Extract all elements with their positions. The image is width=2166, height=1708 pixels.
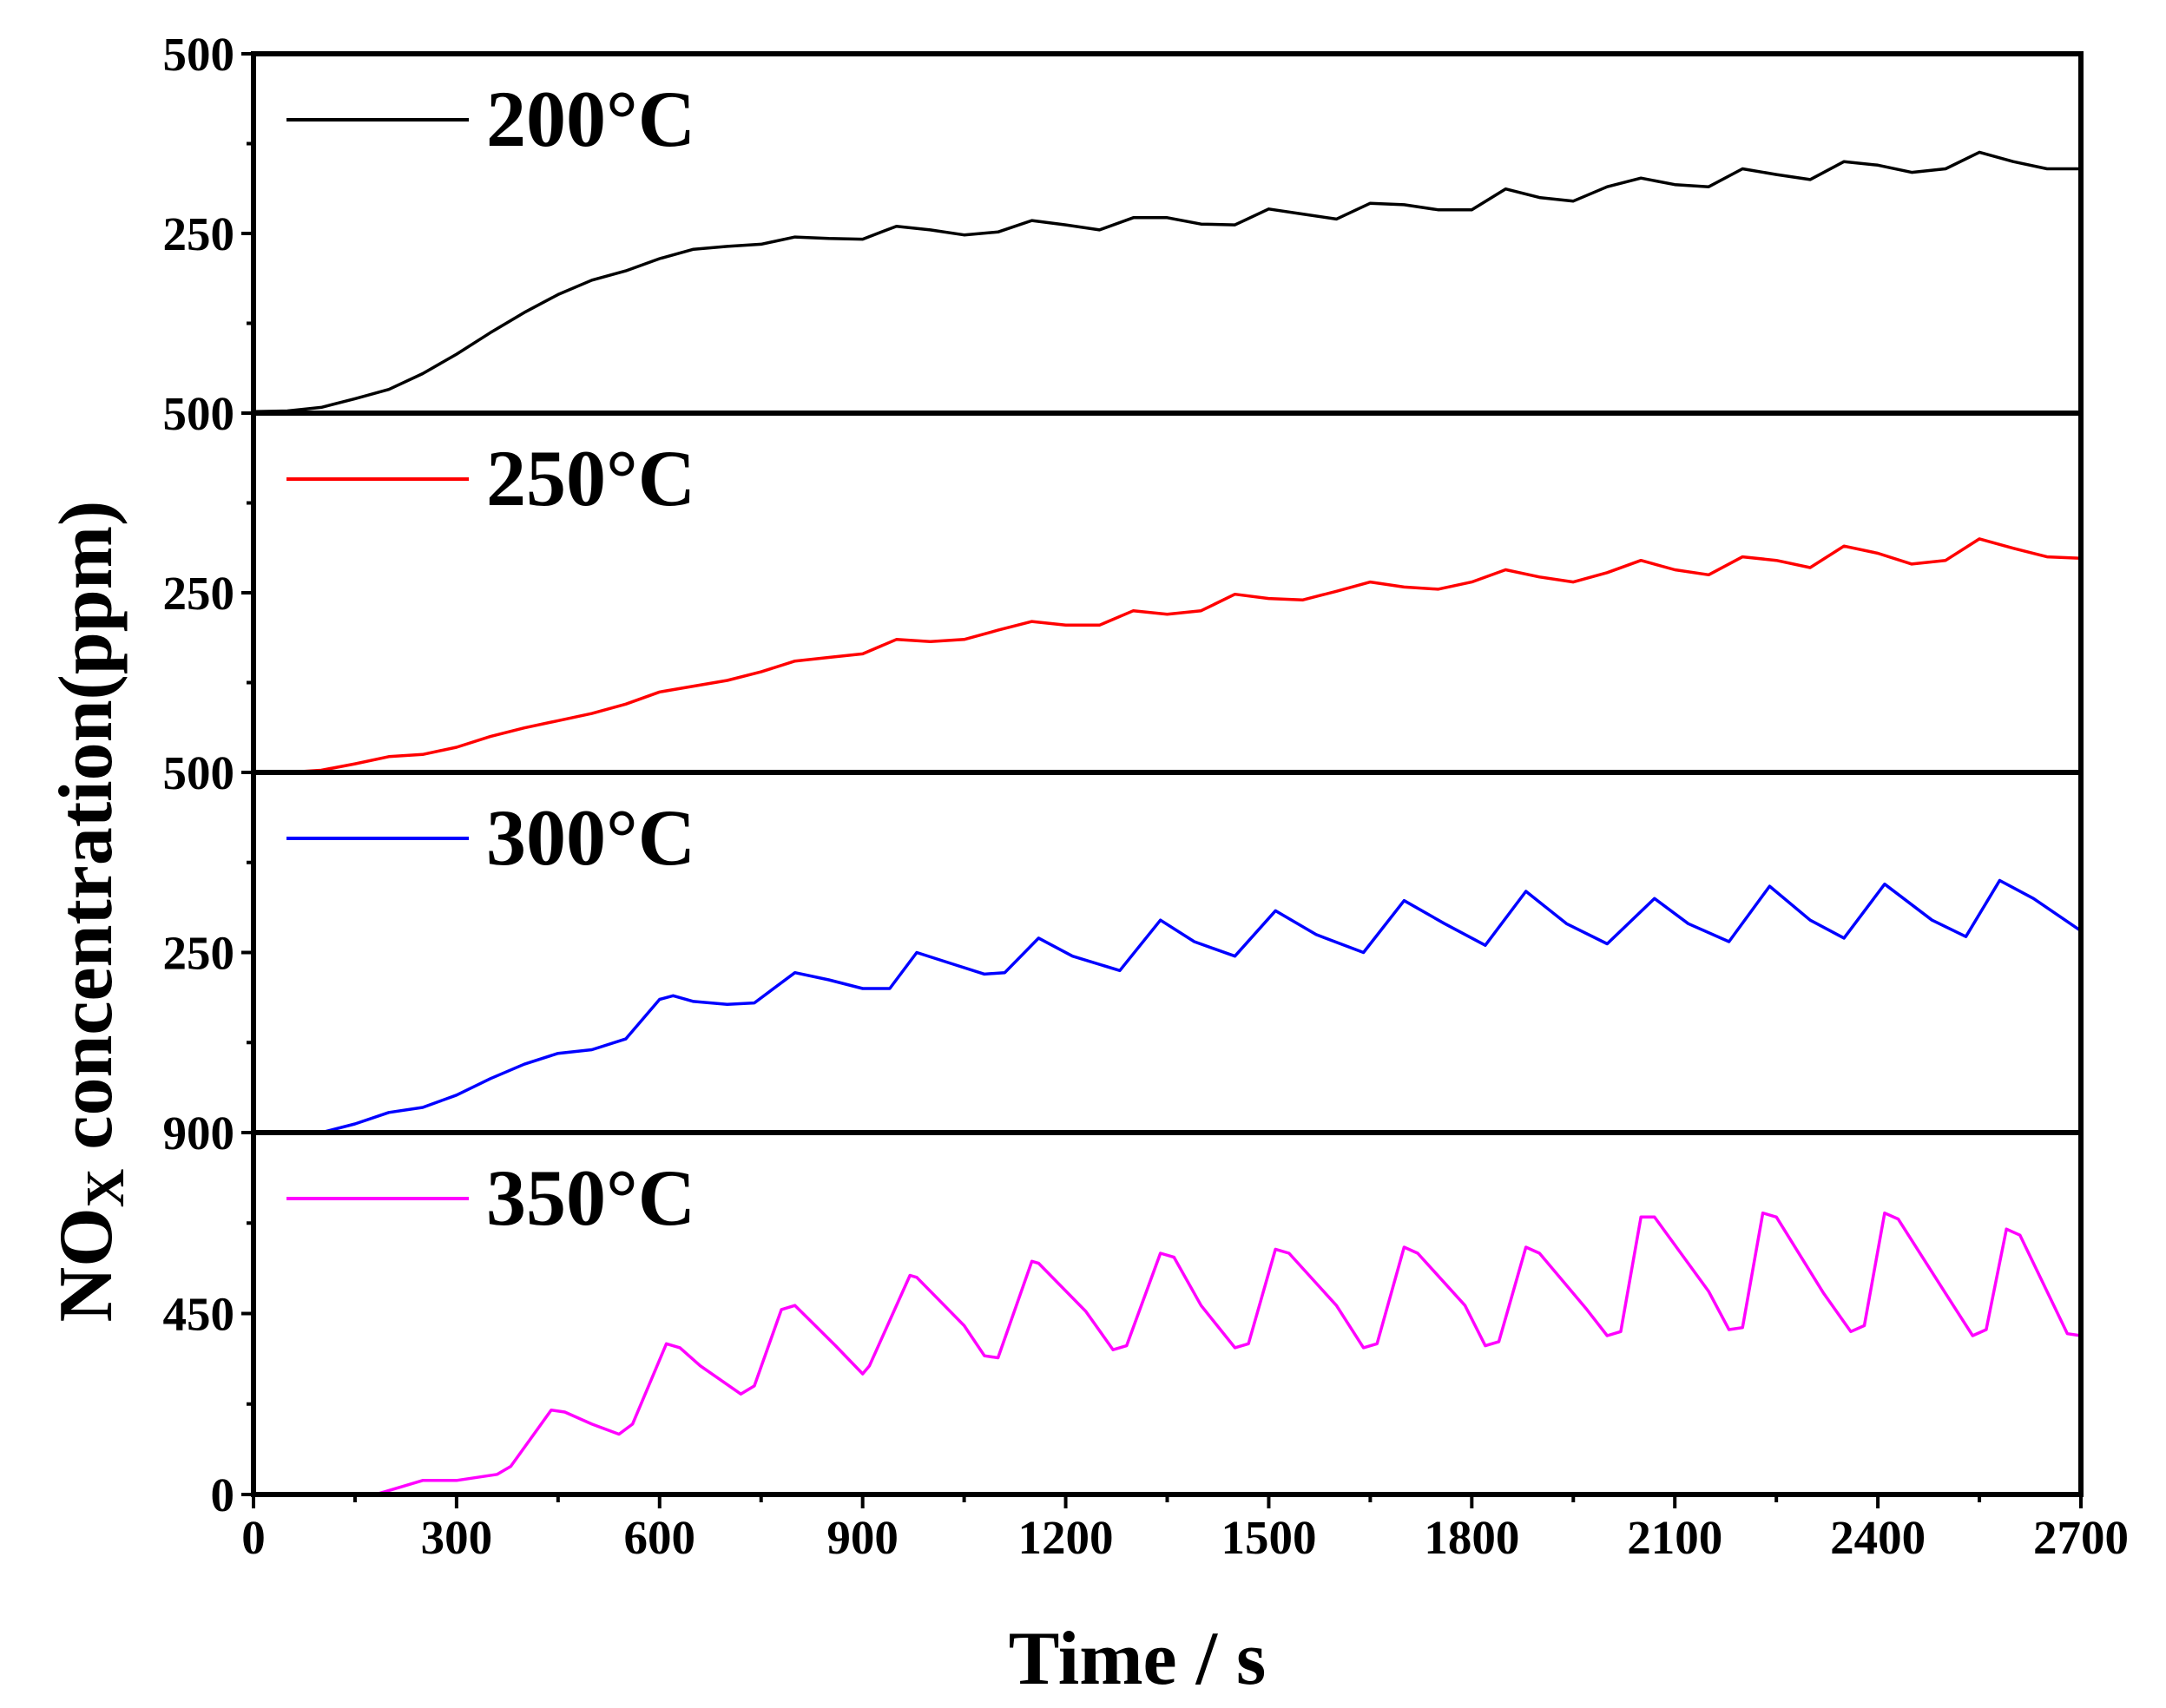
x-tick-label: 1200 [1018,1511,1114,1564]
legend-label-250°C: 250°C [486,434,695,522]
y-tick-label: 0 [211,1468,235,1521]
series-line-300°C [252,878,2083,1134]
x-tick-label: 2100 [1627,1511,1722,1564]
y-tick-label: 250 [163,207,235,260]
chart-panels: 250 500 200°C 250 500 250°C 250 500 300°C 0 450 900… [163,28,2084,1521]
x-tick-label: 1500 [1221,1511,1316,1564]
y-tick-label: 250 [163,927,235,980]
panel-1: 250 500 200°C [163,28,2084,416]
panel-2: 250 500 250°C [163,387,2084,775]
panel-4: 0 450 900 350°C [163,1107,2084,1521]
y-tick-label: 500 [163,746,235,799]
y-axis-title-main: NO [44,1207,128,1322]
legend-label-350°C: 350°C [486,1153,695,1242]
panel-3: 250 500 300°C [163,746,2084,1135]
x-tick-label: 0 [241,1511,266,1564]
y-tick-label: 500 [163,387,235,440]
x-tick-label: 1800 [1424,1511,1519,1564]
y-axis-title-sub: X [76,1168,135,1207]
x-axis-title: Time / s [1009,1617,1267,1701]
series-line-200°C [252,150,2083,414]
x-tick-label: 900 [826,1511,899,1564]
x-tick-label: 2400 [1830,1511,1926,1564]
legend-label-200°C: 200°C [486,75,695,163]
y-axis-title: NOX concentration(ppm) [44,501,135,1323]
x-axis: 0 300 600 900 1200 1500 1800 2100 2400 2700 [241,1494,2129,1564]
x-tick-label: 600 [624,1511,696,1564]
x-tick-label: 2700 [2033,1511,2129,1564]
series-line-350°C [252,1211,2083,1496]
y-tick-label: 450 [163,1288,235,1341]
series-line-250°C [252,537,2083,774]
y-tick-label: 900 [163,1107,235,1159]
legend-label-300°C: 300°C [486,793,695,882]
y-tick-label: 250 [163,567,235,620]
y-tick-label: 500 [163,28,235,81]
x-tick-label: 300 [421,1511,493,1564]
y-axis-title-rest: concentration(ppm) [44,501,128,1169]
